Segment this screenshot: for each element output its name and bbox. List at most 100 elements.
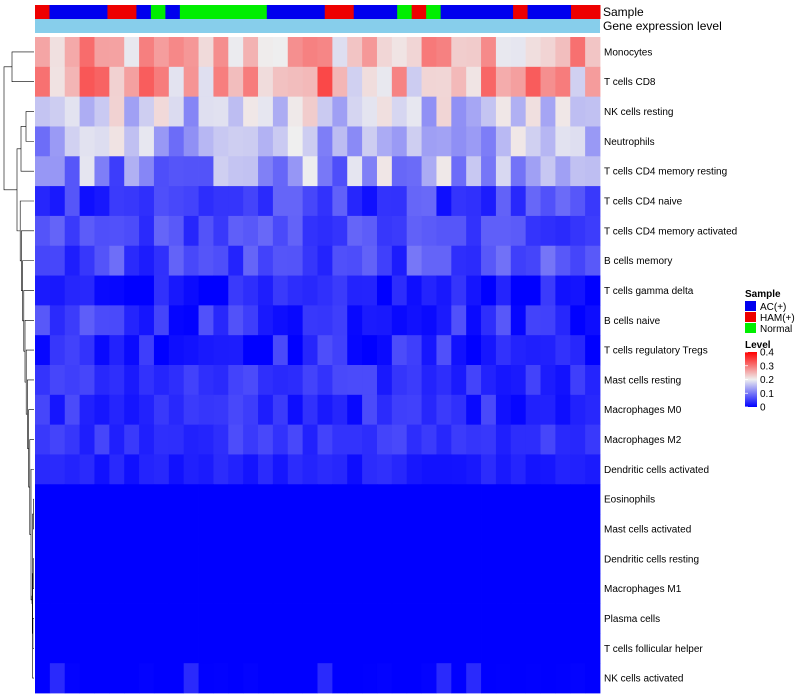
heatmap-cell — [540, 365, 556, 396]
heatmap-cell — [183, 245, 199, 276]
heatmap-cell — [124, 215, 140, 247]
heatmap-cell — [198, 275, 214, 306]
sample-annotation-cell — [324, 5, 340, 19]
heatmap-cell — [153, 394, 170, 426]
heatmap-cell — [213, 186, 229, 217]
heatmap-cell — [525, 424, 541, 455]
heatmap-cell — [94, 603, 110, 634]
heatmap-cell — [495, 245, 512, 276]
heatmap-cell — [317, 186, 333, 217]
heatmap-cell — [466, 215, 482, 247]
heatmap-cell — [555, 156, 571, 187]
sample-annotation-cell — [266, 5, 282, 19]
sample-annotation-cell — [223, 5, 239, 19]
row-label: NK cells resting — [604, 107, 673, 118]
heatmap-cell — [94, 514, 110, 545]
heatmap-cell — [391, 126, 408, 157]
heatmap-cell — [302, 454, 318, 485]
heatmap-cell — [153, 484, 170, 515]
sample-annotation-cell — [353, 5, 369, 19]
heatmap-cell — [481, 215, 497, 247]
row-label: T cells CD4 naive — [604, 197, 683, 208]
heatmap-cell — [79, 66, 95, 98]
heatmap-cell — [555, 96, 571, 127]
heatmap-cell — [243, 543, 259, 575]
heatmap-cell — [272, 305, 289, 336]
heatmap-cell — [94, 37, 110, 68]
heatmap-cell — [79, 215, 95, 247]
heatmap-cell — [302, 126, 318, 157]
heatmap-cell — [421, 215, 437, 247]
heatmap-cell — [124, 186, 140, 217]
heatmap-cell — [362, 365, 378, 396]
heatmap-cell — [510, 603, 527, 634]
heatmap-cell — [406, 275, 422, 306]
heatmap-cell — [139, 633, 155, 664]
heatmap-cell — [376, 215, 393, 247]
heatmap-cell — [540, 543, 556, 575]
heatmap-cell — [124, 245, 140, 276]
heatmap-cell — [243, 156, 259, 187]
heatmap-cell — [436, 633, 452, 664]
heatmap-cell — [94, 66, 110, 98]
heatmap-cell — [436, 126, 452, 157]
heatmap-cell — [49, 514, 66, 545]
heatmap-cell — [570, 37, 586, 68]
heatmap-cell — [64, 633, 81, 664]
heatmap-cell — [64, 186, 81, 217]
heatmap-cell — [243, 365, 259, 396]
heatmap-cell — [540, 37, 556, 68]
heatmap-cell — [213, 245, 229, 276]
heatmap-cell — [406, 543, 422, 575]
heatmap-cell — [376, 573, 393, 604]
dendrogram-branch — [32, 513, 34, 679]
heatmap-cell — [109, 454, 125, 485]
heatmap-cell — [481, 126, 497, 157]
heatmap-cell — [109, 186, 125, 217]
heatmap-cell — [124, 66, 140, 98]
heatmap-cell — [391, 66, 408, 98]
heatmap-cell — [258, 424, 274, 455]
heatmap-cell — [64, 245, 81, 276]
heatmap-cell — [362, 37, 378, 68]
heatmap-cell — [272, 186, 289, 217]
heatmap-cell — [481, 603, 497, 634]
heatmap-cell — [109, 365, 125, 396]
heatmap-cell — [510, 186, 527, 217]
heatmap-cell — [406, 573, 422, 604]
heatmap-cell — [495, 305, 512, 336]
row-label: T cells CD8 — [604, 77, 656, 88]
heatmap-cell — [451, 215, 467, 247]
heatmap-cell — [540, 573, 556, 604]
heatmap-cell — [258, 394, 274, 426]
heatmap-cell — [332, 305, 348, 336]
sample-annotation-cell — [571, 5, 587, 19]
heatmap-cell — [317, 245, 333, 276]
heatmap-cell — [391, 394, 408, 426]
heatmap-cell — [570, 603, 586, 634]
heatmap-cell — [228, 514, 244, 545]
heatmap-cell — [168, 66, 185, 98]
heatmap-cell — [376, 186, 393, 217]
heatmap-cell — [109, 663, 125, 694]
heatmap-cell — [481, 186, 497, 217]
heatmap-cell — [168, 663, 185, 694]
heatmap-cell — [183, 365, 199, 396]
level-tick-label: 0.3 — [760, 361, 774, 372]
legend-label: AC(+) — [760, 302, 786, 313]
heatmap-cell — [243, 215, 259, 247]
heatmap-cell — [35, 663, 51, 694]
heatmap-cell — [391, 335, 408, 366]
heatmap-cell — [109, 275, 125, 306]
row-label: T cells regulatory Tregs — [604, 346, 708, 357]
heatmap-cell — [347, 573, 363, 604]
heatmap-cell — [466, 275, 482, 306]
heatmap-cell — [391, 37, 408, 68]
legend-label: HAM(+) — [760, 313, 795, 324]
heatmap-cell — [302, 633, 318, 664]
heatmap-cell — [347, 305, 363, 336]
heatmap-cell — [362, 186, 378, 217]
heatmap-cell — [391, 573, 408, 604]
heatmap-cell — [168, 215, 185, 247]
heatmap-cell — [376, 394, 393, 426]
